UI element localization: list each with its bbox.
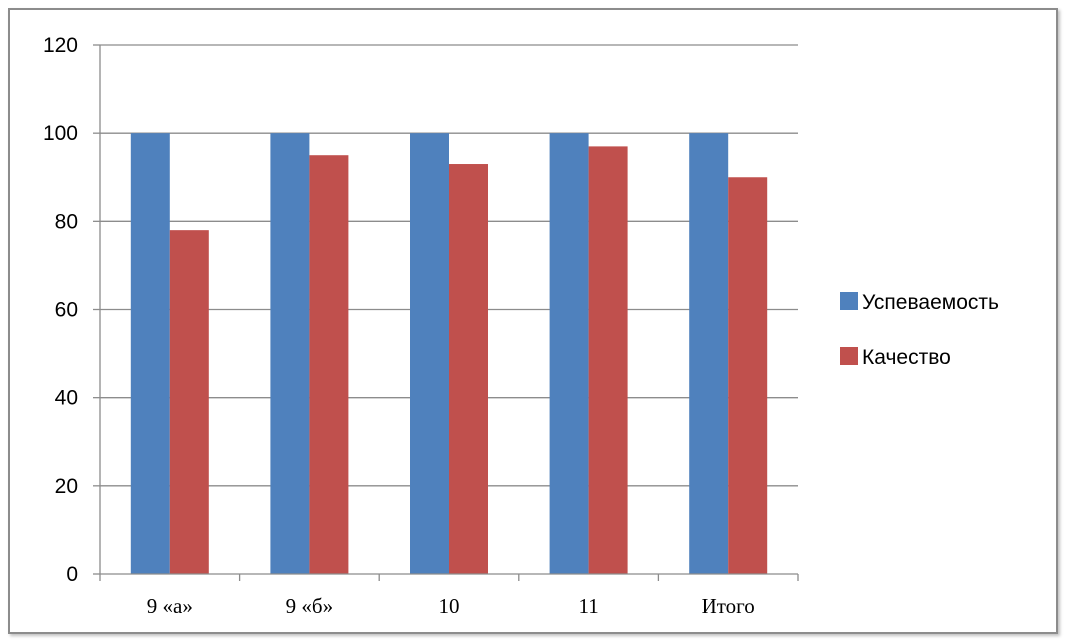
bar-kachestvo	[588, 146, 628, 574]
y-tick-label: 120	[43, 34, 78, 57]
y-tick-label: 80	[55, 210, 78, 233]
legend-label: Качество	[862, 346, 951, 369]
bar-kachestvo	[449, 164, 488, 574]
bar-uspevaemost	[410, 133, 449, 574]
x-category-label: 9 «а»	[147, 594, 193, 618]
x-category-label: Итого	[702, 594, 755, 618]
legend-swatch	[840, 292, 858, 310]
x-category-label: 10	[439, 594, 460, 618]
bar-uspevaemost	[270, 133, 310, 574]
x-category-label: 11	[578, 594, 598, 618]
legend: Успеваемость Качество	[840, 291, 999, 369]
legend-label: Успеваемость	[862, 291, 999, 314]
bar-kachestvo	[169, 230, 209, 574]
legend-swatch	[840, 347, 858, 365]
bar-uspevaemost	[549, 133, 589, 574]
y-tick-labels: 0 20 40 60 80 100 120	[43, 34, 78, 586]
axes	[93, 44, 799, 581]
y-tick-label: 20	[55, 475, 78, 498]
bar-kachestvo	[728, 177, 768, 574]
x-category-label: 9 «б»	[286, 594, 333, 618]
y-tick-label: 0	[66, 563, 78, 586]
bar-uspevaemost	[130, 133, 170, 574]
bar-uspevaemost	[689, 133, 729, 574]
bar-kachestvo	[309, 155, 349, 575]
y-tick-label: 40	[55, 387, 78, 410]
x-tick-labels: 9 «а» 9 «б» 10 11 Итого	[147, 594, 755, 618]
y-tick-label: 60	[55, 299, 78, 322]
y-tick-label: 100	[43, 122, 78, 145]
bars	[130, 133, 768, 575]
